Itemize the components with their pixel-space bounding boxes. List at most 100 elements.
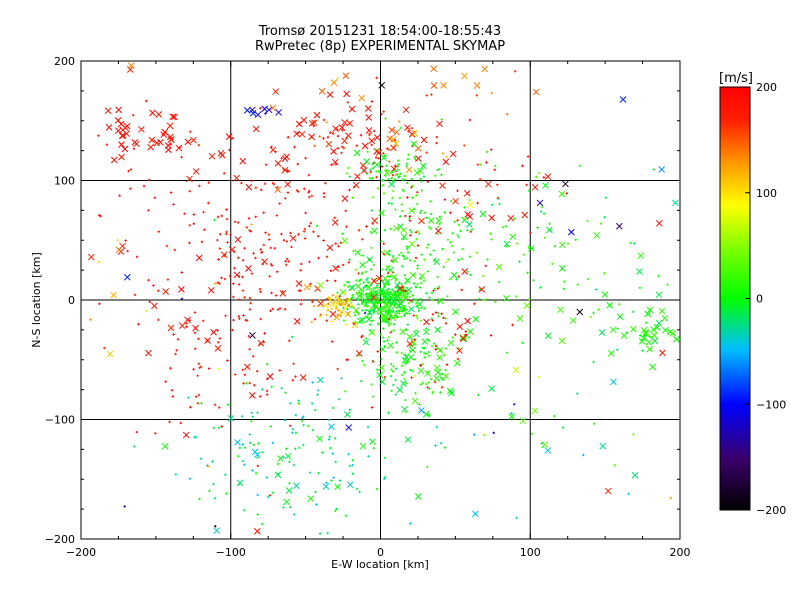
data-point-cross — [366, 309, 373, 316]
data-point-plus — [399, 315, 403, 319]
data-point-cross — [448, 389, 455, 397]
data-point-plus — [400, 373, 404, 377]
data-point-plus — [406, 251, 410, 254]
data-point-cross — [599, 442, 607, 450]
data-point-plus — [325, 297, 329, 301]
data-point-cross — [461, 72, 468, 80]
data-point-plus — [332, 476, 335, 479]
data-point-cross — [465, 221, 473, 228]
data-point-plus — [173, 248, 177, 252]
data-point-plus — [420, 253, 423, 256]
data-point-plus — [400, 209, 404, 213]
data-point-plus — [266, 495, 270, 499]
data-point-plus — [383, 456, 387, 460]
x-tick-label: 200 — [670, 546, 691, 559]
data-point-plus — [261, 451, 264, 454]
data-point-plus — [364, 300, 368, 304]
data-point-plus — [436, 287, 440, 290]
data-point-plus — [466, 229, 469, 232]
data-point-plus — [249, 301, 252, 305]
data-point-plus — [354, 268, 358, 272]
data-point-plus — [482, 274, 485, 278]
data-point-plus — [282, 506, 285, 509]
data-point-cross — [558, 337, 566, 345]
data-point-plus — [351, 296, 354, 299]
axis-ticks — [80, 60, 681, 540]
data-point-cross — [368, 288, 375, 296]
data-point-plus — [348, 302, 352, 306]
data-point-cross — [672, 335, 680, 343]
data-point-plus — [223, 277, 227, 281]
data-point-plus — [387, 148, 391, 151]
data-point-plus — [360, 379, 363, 383]
data-point-plus — [248, 348, 251, 351]
data-point-cross — [365, 127, 373, 134]
data-point-plus — [299, 302, 303, 306]
data-point-plus — [330, 479, 333, 482]
data-point-plus — [428, 387, 431, 391]
y-axis-label: N-S location [km] — [30, 252, 43, 348]
data-point-plus — [368, 132, 371, 135]
data-point-plus — [382, 336, 385, 339]
data-point-plus — [137, 323, 140, 326]
data-point-plus — [294, 375, 297, 378]
data-point-plus — [437, 314, 440, 318]
data-point-plus — [407, 301, 410, 305]
data-point-cross — [672, 199, 679, 207]
data-point-plus — [275, 270, 279, 273]
data-point-plus — [346, 101, 350, 104]
data-point-cross — [658, 307, 666, 315]
data-point-plus — [467, 336, 470, 339]
data-point-plus — [216, 215, 220, 219]
data-point-cross — [464, 317, 471, 325]
data-point-plus — [392, 254, 395, 258]
data-point-cross — [406, 333, 414, 341]
data-point-plus — [408, 228, 412, 232]
data-point-plus — [398, 305, 401, 309]
data-point-plus — [390, 368, 393, 371]
data-point-plus — [408, 312, 411, 315]
data-point-plus — [169, 367, 172, 370]
data-point-plus — [152, 284, 155, 287]
data-point-plus — [116, 238, 119, 242]
data-point-cross — [115, 106, 123, 114]
data-point-plus — [310, 402, 314, 405]
data-point-cross — [227, 415, 235, 422]
data-point-plus — [431, 319, 434, 322]
data-point-plus — [389, 295, 392, 299]
data-point-cross — [405, 166, 413, 174]
data-point-plus — [551, 262, 554, 266]
data-point-plus — [428, 225, 431, 229]
data-point-plus — [345, 172, 349, 175]
data-point-plus — [452, 251, 455, 254]
data-point-plus — [256, 456, 259, 459]
y-tick-label: −100 — [45, 414, 75, 427]
data-point-plus — [443, 198, 447, 201]
data-point-cross — [559, 241, 566, 249]
data-point-plus — [394, 290, 397, 293]
data-point-plus — [252, 443, 255, 446]
data-point-plus — [455, 278, 458, 281]
data-point-plus — [320, 304, 323, 308]
data-point-plus — [377, 170, 380, 173]
data-point-plus — [288, 481, 291, 485]
data-point-plus — [425, 216, 428, 219]
data-point-plus — [429, 227, 433, 230]
data-point-plus — [317, 256, 320, 260]
data-point-cross — [435, 217, 443, 225]
data-point-plus — [194, 435, 198, 439]
data-point-plus — [347, 285, 350, 288]
data-point-plus — [536, 226, 539, 229]
data-point-plus — [251, 469, 254, 472]
data-point-plus — [127, 169, 130, 173]
data-point-plus — [226, 359, 229, 362]
data-point-plus — [381, 184, 385, 187]
data-point-cross — [295, 280, 303, 287]
data-point-plus — [330, 307, 334, 310]
data-point-plus — [334, 460, 337, 464]
data-point-plus — [421, 381, 424, 385]
data-point-plus — [483, 433, 486, 437]
data-point-plus — [453, 220, 456, 223]
data-point-plus — [548, 222, 551, 226]
data-point-plus — [343, 292, 346, 295]
